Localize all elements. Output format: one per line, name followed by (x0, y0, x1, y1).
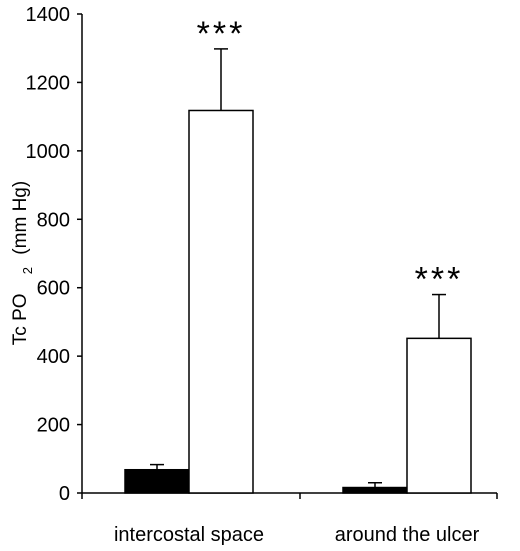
y-tick-label: 400 (37, 346, 70, 368)
y-tick-label: 1200 (26, 72, 71, 94)
plot-area (81, 14, 497, 494)
significance-marker: *** (415, 261, 464, 299)
bar (342, 486, 408, 494)
significance-annotations: *** *** (197, 15, 464, 299)
y-tick-label: 1000 (26, 141, 71, 163)
y-tick-label: 0 (59, 483, 70, 505)
category-label: intercostal space (114, 524, 264, 546)
significance-marker: *** (197, 15, 246, 53)
y-axis-title: Tc PO 2 (mm Hg) (10, 181, 37, 345)
category-label: around the ulcer (335, 524, 480, 546)
y-axis-ticks: 0 200 400 600 800 1000 1200 1400 (26, 4, 498, 505)
y-axis-title-main: Tc PO (10, 293, 31, 345)
y-tick-label: 1400 (26, 4, 71, 26)
bar (406, 337, 472, 494)
y-tick-label: 200 (37, 415, 70, 437)
y-tick-label: 800 (37, 209, 70, 231)
y-axis-title-subscript: 2 (20, 267, 35, 274)
y-axis-title-unit: (mm Hg) (10, 181, 31, 255)
bar (124, 468, 190, 494)
y-tick-label: 600 (37, 278, 70, 300)
bar (188, 109, 254, 494)
category-labels: intercostal space around the ulcer (114, 524, 480, 546)
